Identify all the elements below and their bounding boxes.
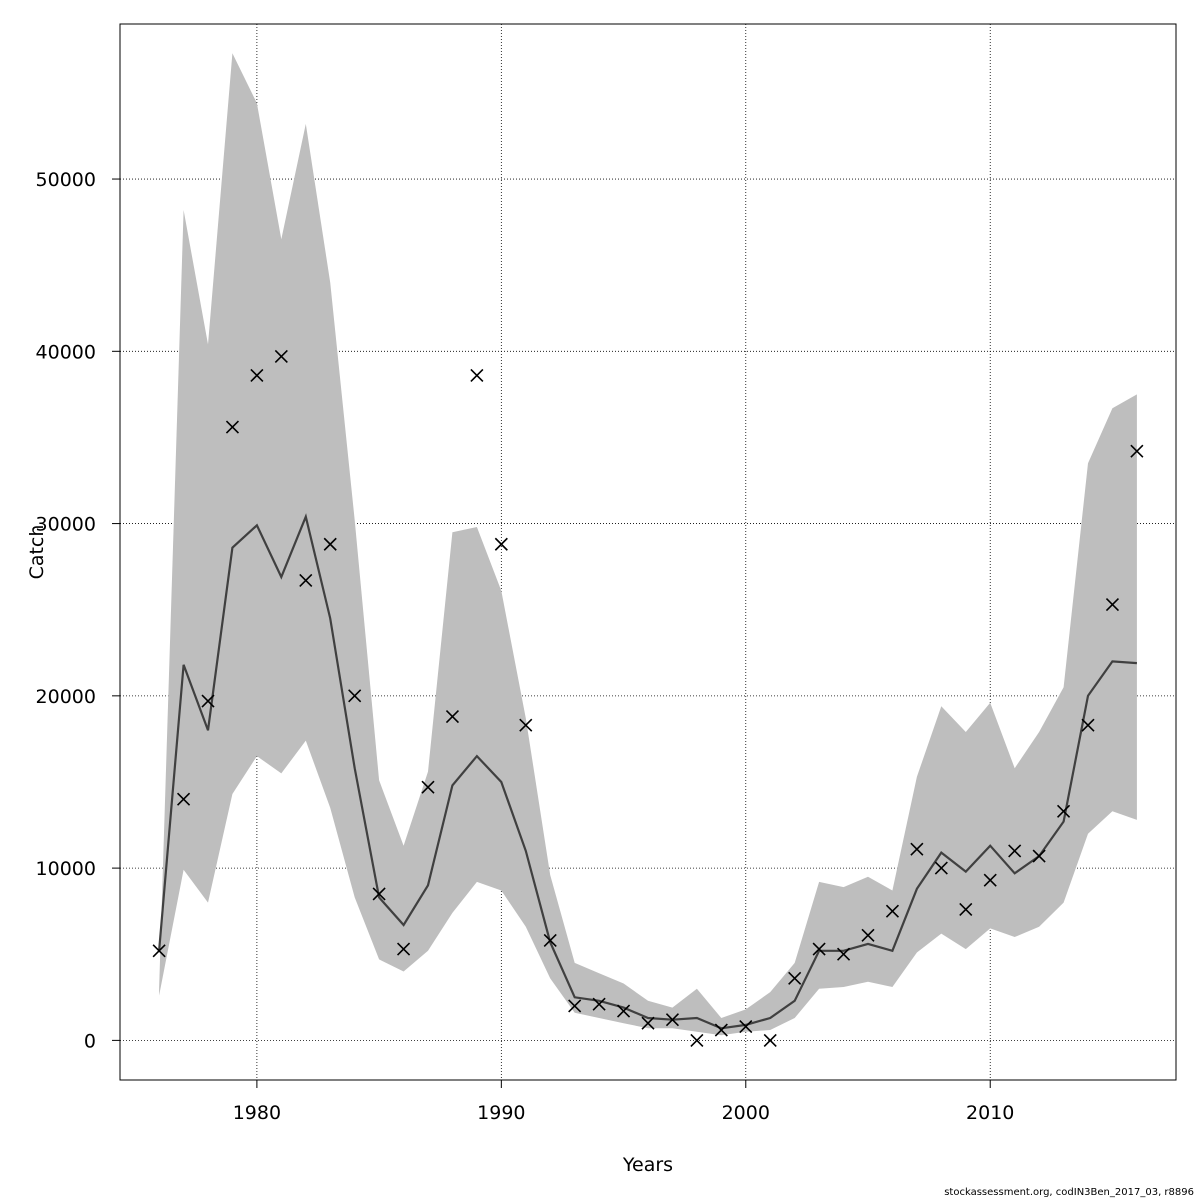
- x-tick-label: 1980: [233, 1102, 281, 1124]
- observed-point: [152, 944, 166, 958]
- observed-point: [836, 947, 851, 961]
- observed-point: [763, 1033, 777, 1047]
- observed-point: [470, 368, 484, 382]
- observed-point: [568, 999, 582, 1013]
- y-tick-label: 50000: [36, 169, 96, 191]
- observed-point: [323, 537, 337, 551]
- observed-point: [641, 1016, 655, 1030]
- observed-point: [1105, 597, 1120, 612]
- observed-points: [152, 349, 1144, 1047]
- fitted-line: [158, 513, 1137, 1030]
- observed-point: [665, 1013, 680, 1027]
- observed-point: [225, 420, 240, 434]
- observed-point: [250, 368, 264, 382]
- observed-point: [959, 902, 973, 917]
- observed-point: [739, 1020, 753, 1034]
- observed-point: [274, 349, 288, 364]
- observed-point: [372, 887, 386, 901]
- y-tick-label: 10000: [36, 858, 96, 880]
- x-tick-label: 2000: [722, 1102, 770, 1124]
- observed-point: [299, 573, 313, 587]
- observed-point: [690, 1033, 704, 1047]
- observed-point: [445, 709, 460, 724]
- observed-point: [519, 718, 533, 732]
- footer-credit: stockassessment.org, codIN3Ben_2017_03, …: [944, 1187, 1194, 1198]
- x-axis-label: Years: [622, 1154, 673, 1176]
- observed-point: [885, 904, 900, 918]
- x-tick-label: 2010: [966, 1102, 1014, 1124]
- y-tick-label: 40000: [36, 341, 96, 363]
- observed-point: [934, 861, 948, 875]
- y-axis-label: Catch: [26, 525, 48, 580]
- observed-point: [812, 942, 826, 956]
- observed-point: [494, 537, 508, 551]
- confidence-band: [159, 53, 1137, 1036]
- observed-point: [788, 971, 802, 985]
- y-axis: 0 10000 20000 30000 40000 50000: [36, 169, 120, 1052]
- y-tick-label: 0: [84, 1030, 96, 1052]
- observed-point: [616, 1004, 631, 1018]
- observed-point: [983, 873, 997, 887]
- observed-point: [1008, 844, 1022, 858]
- observed-point: [1056, 804, 1071, 818]
- observed-point: [543, 933, 557, 948]
- observed-point: [592, 997, 606, 1011]
- plot-frame: [119, 23, 1177, 1081]
- observed-point: [201, 694, 215, 708]
- observed-point: [396, 942, 411, 956]
- observed-point: [1032, 849, 1046, 863]
- y-tick-label: 30000: [36, 514, 96, 536]
- x-axis: 1980 1990 2000 2010: [233, 1080, 1014, 1124]
- observed-point: [714, 1023, 728, 1037]
- x-tick-label: 1990: [477, 1102, 525, 1124]
- observed-point: [861, 928, 875, 942]
- observed-point: [421, 780, 435, 794]
- observed-point: [176, 792, 191, 806]
- observed-point: [910, 842, 924, 856]
- observed-point: [1081, 718, 1095, 732]
- observed-point: [1130, 444, 1144, 458]
- y-tick-label: 20000: [36, 686, 96, 708]
- observed-point: [348, 689, 362, 703]
